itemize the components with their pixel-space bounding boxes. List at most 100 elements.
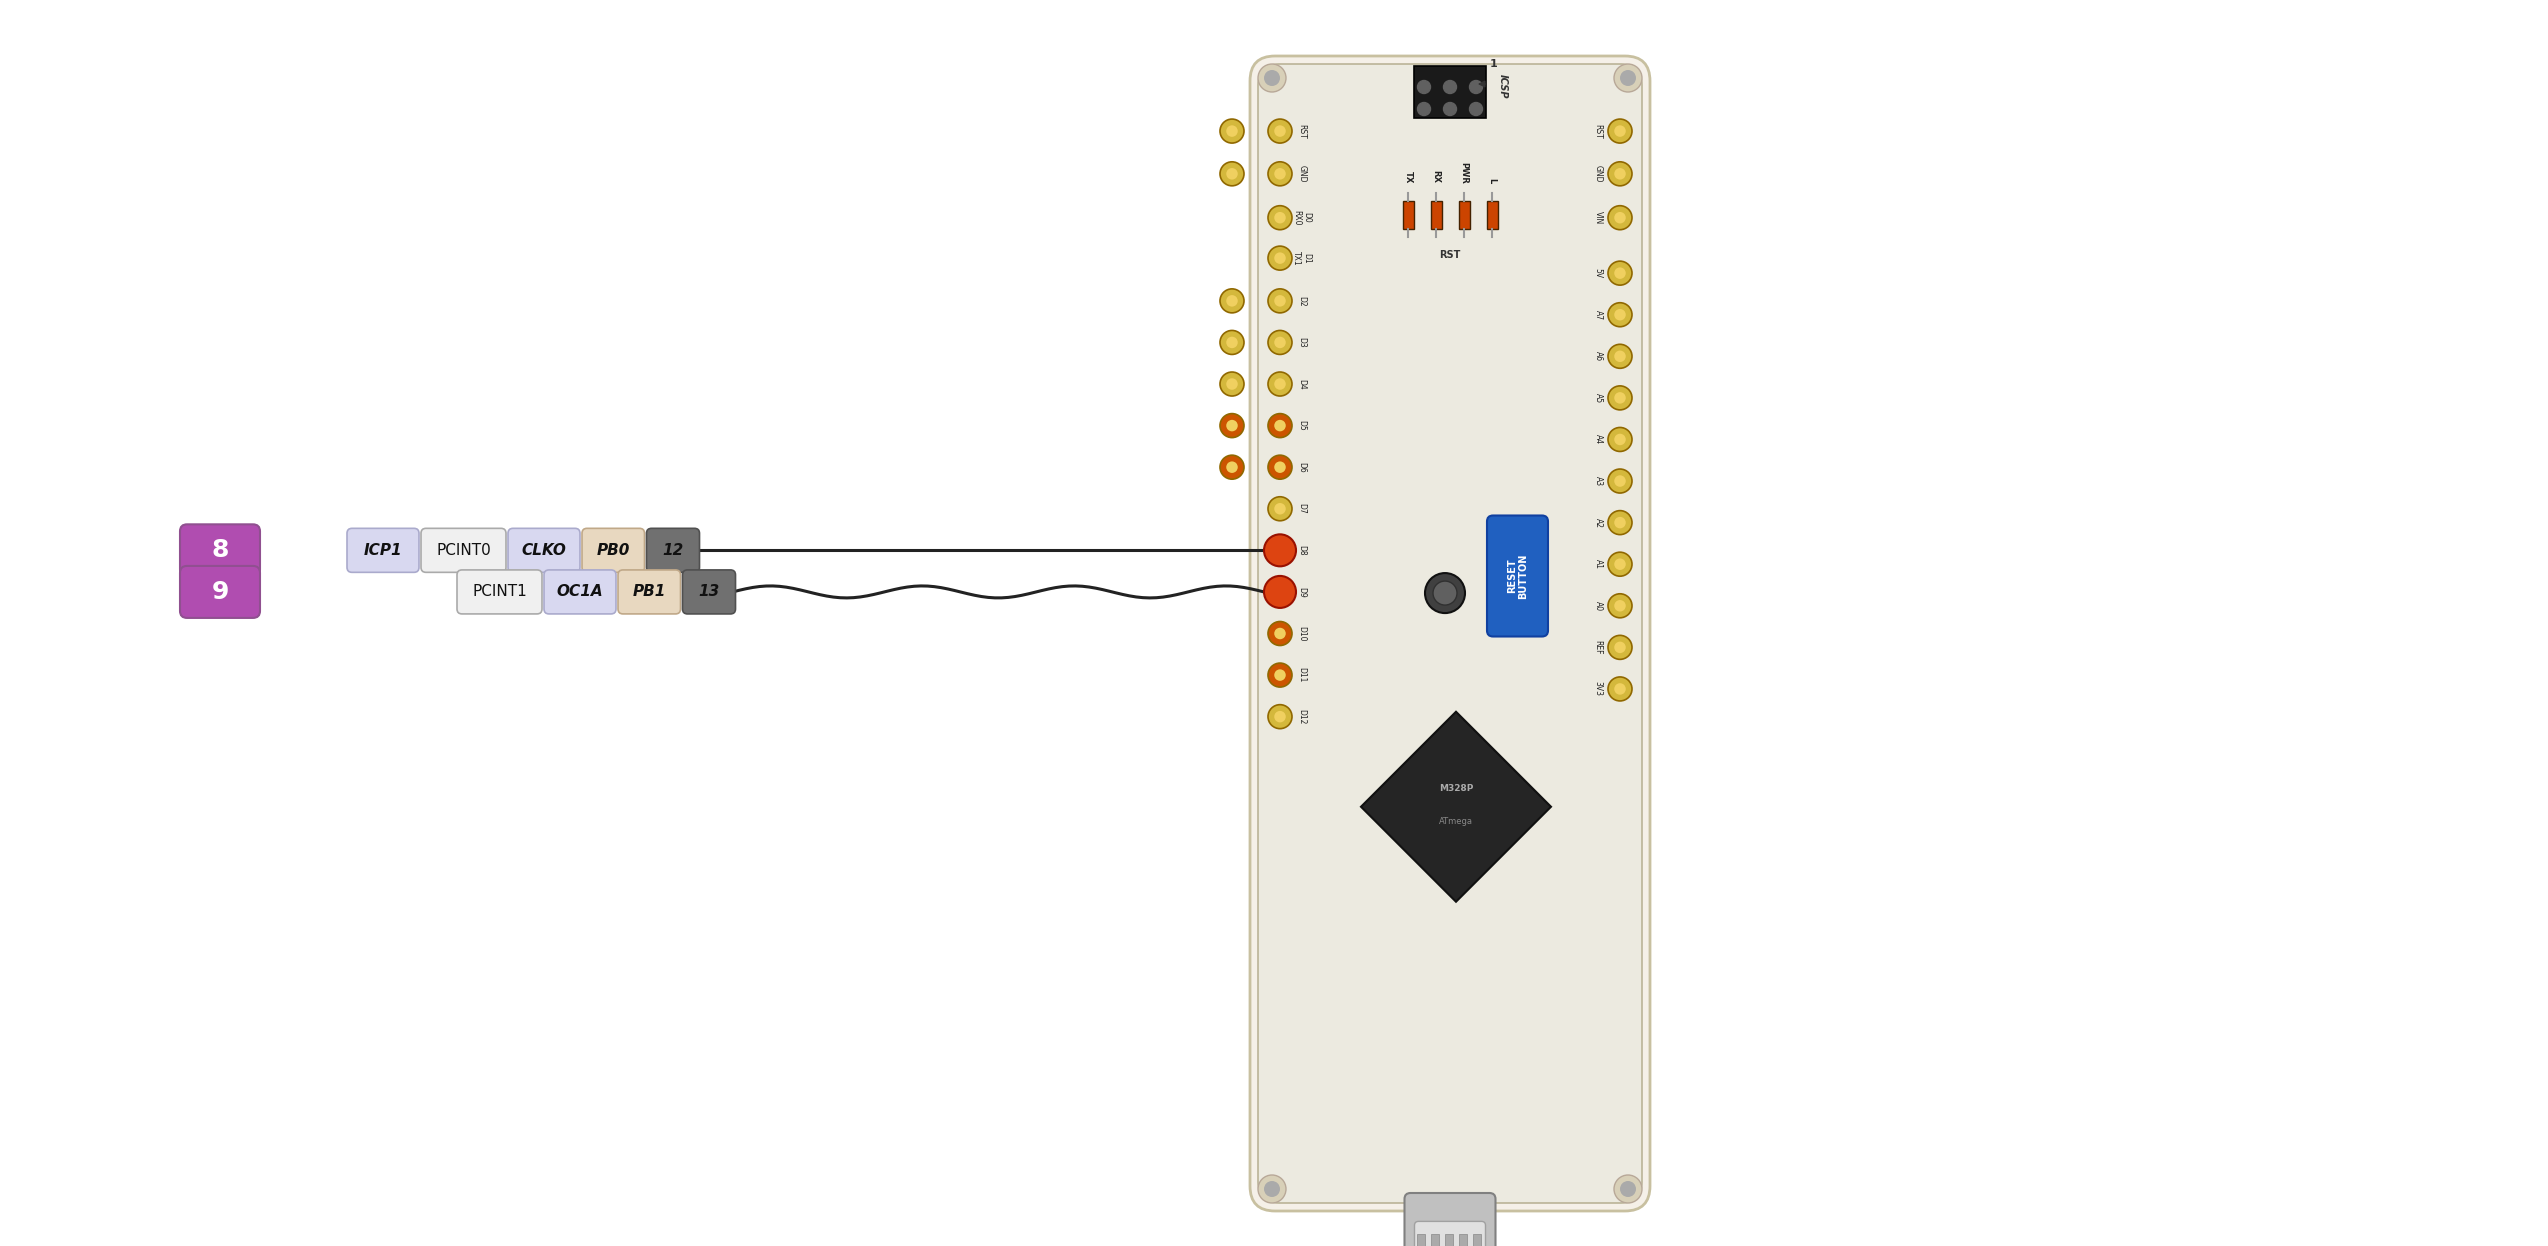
Polygon shape xyxy=(1361,711,1552,902)
FancyBboxPatch shape xyxy=(1404,1192,1496,1246)
FancyBboxPatch shape xyxy=(181,566,260,618)
Text: D12: D12 xyxy=(1297,709,1307,724)
Text: TX: TX xyxy=(1404,171,1412,183)
FancyBboxPatch shape xyxy=(619,569,680,614)
Text: M328P: M328P xyxy=(1440,784,1473,794)
Circle shape xyxy=(1274,461,1287,473)
Circle shape xyxy=(1424,573,1465,613)
Text: PCINT0: PCINT0 xyxy=(436,543,492,558)
Text: A4: A4 xyxy=(1592,435,1603,445)
Text: D9: D9 xyxy=(1297,587,1307,597)
Text: PB0: PB0 xyxy=(596,543,629,558)
Circle shape xyxy=(1269,120,1292,143)
Circle shape xyxy=(1274,295,1287,307)
Circle shape xyxy=(1226,461,1238,473)
Text: PB1: PB1 xyxy=(632,584,665,599)
Circle shape xyxy=(1274,253,1287,264)
Text: D7: D7 xyxy=(1297,503,1307,515)
Text: 5V: 5V xyxy=(1592,268,1603,278)
FancyBboxPatch shape xyxy=(507,528,581,572)
Circle shape xyxy=(1608,344,1633,369)
Circle shape xyxy=(1615,126,1626,137)
Text: ATmega: ATmega xyxy=(1440,817,1473,826)
Circle shape xyxy=(1615,309,1626,320)
Circle shape xyxy=(1608,427,1633,451)
Bar xyxy=(1401,202,1414,229)
Bar xyxy=(1457,1234,1468,1246)
FancyBboxPatch shape xyxy=(545,569,617,614)
Text: RST: RST xyxy=(1297,123,1307,138)
Circle shape xyxy=(1615,517,1626,528)
Circle shape xyxy=(1226,379,1238,390)
Circle shape xyxy=(1220,120,1243,143)
Circle shape xyxy=(1269,373,1292,396)
Circle shape xyxy=(1259,1175,1287,1202)
Circle shape xyxy=(1269,162,1292,186)
Circle shape xyxy=(1615,601,1626,612)
FancyBboxPatch shape xyxy=(647,528,701,572)
Circle shape xyxy=(1220,162,1243,186)
Bar xyxy=(1429,202,1442,229)
Text: RST: RST xyxy=(1592,123,1603,138)
Circle shape xyxy=(1621,1181,1636,1197)
Circle shape xyxy=(1608,303,1633,326)
Text: ICSP: ICSP xyxy=(1498,74,1508,98)
Circle shape xyxy=(1274,126,1287,137)
Text: A3: A3 xyxy=(1592,476,1603,486)
Circle shape xyxy=(1226,420,1238,431)
Text: ICP1: ICP1 xyxy=(364,543,403,558)
Circle shape xyxy=(1269,247,1292,270)
Circle shape xyxy=(1274,545,1287,556)
FancyBboxPatch shape xyxy=(1259,64,1641,1202)
Circle shape xyxy=(1269,497,1292,521)
Bar xyxy=(1457,202,1470,229)
FancyBboxPatch shape xyxy=(1414,1221,1485,1246)
Text: RST: RST xyxy=(1440,250,1460,260)
Circle shape xyxy=(1615,558,1626,569)
Circle shape xyxy=(1615,350,1626,363)
Text: A7: A7 xyxy=(1592,310,1603,320)
Text: 13: 13 xyxy=(698,584,719,599)
Circle shape xyxy=(1621,70,1636,86)
Text: 8: 8 xyxy=(211,538,229,562)
Circle shape xyxy=(1226,295,1238,307)
Circle shape xyxy=(1608,552,1633,576)
Text: GND: GND xyxy=(1592,164,1603,183)
Text: PCINT1: PCINT1 xyxy=(471,584,527,599)
Circle shape xyxy=(1274,711,1287,723)
Circle shape xyxy=(1432,581,1457,606)
Text: A6: A6 xyxy=(1592,351,1603,361)
Circle shape xyxy=(1226,336,1238,348)
Circle shape xyxy=(1417,81,1429,93)
Bar xyxy=(1445,1234,1452,1246)
Circle shape xyxy=(1608,594,1633,618)
Circle shape xyxy=(1269,289,1292,313)
Text: D5: D5 xyxy=(1297,420,1307,431)
FancyBboxPatch shape xyxy=(347,528,418,572)
Circle shape xyxy=(1608,635,1633,659)
Circle shape xyxy=(1220,330,1243,354)
Text: 9: 9 xyxy=(211,579,229,604)
Circle shape xyxy=(1615,434,1626,445)
FancyBboxPatch shape xyxy=(683,569,736,614)
Circle shape xyxy=(1264,70,1279,86)
Circle shape xyxy=(1608,162,1633,186)
Circle shape xyxy=(1613,64,1641,92)
Circle shape xyxy=(1274,420,1287,431)
Circle shape xyxy=(1264,576,1297,608)
Text: A2: A2 xyxy=(1592,517,1603,527)
Circle shape xyxy=(1269,622,1292,645)
Circle shape xyxy=(1608,262,1633,285)
Circle shape xyxy=(1269,663,1292,687)
Circle shape xyxy=(1613,1175,1641,1202)
Circle shape xyxy=(1615,268,1626,279)
Circle shape xyxy=(1274,336,1287,348)
Text: GND: GND xyxy=(1297,164,1307,183)
Text: A1: A1 xyxy=(1592,559,1603,569)
FancyBboxPatch shape xyxy=(181,525,260,577)
Circle shape xyxy=(1615,642,1626,653)
Circle shape xyxy=(1269,538,1292,562)
Circle shape xyxy=(1220,414,1243,437)
Bar xyxy=(1417,1234,1424,1246)
Text: A5: A5 xyxy=(1592,392,1603,402)
